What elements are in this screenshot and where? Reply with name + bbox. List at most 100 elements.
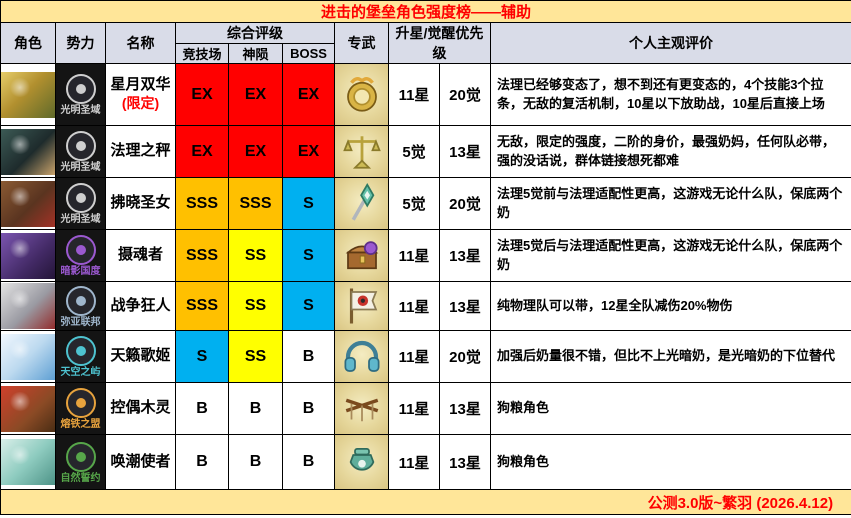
- faction-cell: 熔铁之盟: [55, 382, 106, 435]
- faction-cell: 自然誓约: [55, 434, 106, 490]
- evaluation-text: 纯物理队可以带，12星全队减伤20%物伤: [489, 281, 851, 331]
- character-portrait: [1, 283, 55, 329]
- faction-cell: 暗影国度: [55, 229, 106, 282]
- character-row: 熔铁之盟 控偶木灵 B B B 11星 13星 狗粮角色: [0, 382, 851, 435]
- evaluation-text: 无敌，限定的强度，二阶的身价，最强奶妈，任何队必带，强的没话说，群体链接想死都难: [489, 125, 851, 178]
- col-header-weapon: 专武: [334, 22, 389, 64]
- boss-tier: EX: [282, 125, 335, 178]
- arena-tier: EX: [175, 63, 229, 126]
- character-name: 摄魂者: [105, 229, 176, 282]
- header-row-sub: 竞技场 神陨 BOSS: [1, 43, 851, 64]
- faction-emblem-icon: [65, 183, 96, 213]
- awaken-priority: 20觉: [439, 177, 491, 230]
- faction-label: 暗影国度: [60, 266, 101, 277]
- puppet-controller-icon: [345, 398, 378, 421]
- boss-tier: B: [282, 330, 335, 383]
- tide-vessel-icon: [349, 448, 374, 471]
- faction-label: 弥亚联邦: [60, 316, 101, 328]
- awaken-priority: 13星: [439, 125, 491, 178]
- arena-tier: SSS: [175, 281, 229, 331]
- faction-label: 光明圣域: [60, 214, 101, 225]
- character-name: 战争狂人: [105, 281, 176, 331]
- star-priority: 5觉: [388, 177, 440, 230]
- faction-label: 天空之屿: [60, 367, 101, 378]
- character-portrait: [1, 232, 55, 279]
- awaken-priority: 13星: [439, 434, 491, 490]
- faction-label: 熔铁之盟: [60, 419, 101, 430]
- title-row: 进击的堡垒角色强度榜——辅助: [0, 0, 851, 23]
- faction-emblem-icon: [65, 388, 96, 418]
- shenyun-tier: EX: [228, 63, 283, 126]
- character-portrait: [1, 385, 55, 432]
- character-row: 光明圣域 法理之秤 EX EX EX 5觉 13星 无敌，限定的强度，二阶的身价…: [0, 125, 851, 178]
- faction-emblem-icon: [65, 74, 96, 104]
- character-name: 天籁歌姬: [105, 330, 176, 383]
- gold-orb-artifact-icon: [346, 76, 377, 112]
- faction-emblem-icon: [65, 336, 96, 366]
- version-note: 公测3.0版~繁羽 (2026.4.12): [0, 489, 851, 515]
- evaluation-text: 狗粮角色: [489, 434, 851, 490]
- evaluation-text: 法理5觉前与法理适配性更高，这游戏无论什么队，保底两个奶: [489, 177, 851, 230]
- star-priority: 11星: [388, 382, 440, 435]
- character-name: 唤潮使者: [105, 434, 176, 490]
- character-portrait: [1, 128, 55, 175]
- faction-label: 光明圣域: [60, 105, 101, 116]
- col-header-shenyun: 神陨: [228, 43, 283, 64]
- character-name: 法理之秤: [105, 125, 176, 178]
- awaken-priority: 20觉: [439, 63, 491, 126]
- character-row: 光明圣域 星月双华 (限定) EX EX EX 11星 20觉 法理已经够变态了…: [0, 63, 851, 126]
- faction-emblem-icon: [65, 441, 96, 472]
- page-title: 进击的堡垒角色强度榜——辅助: [0, 0, 851, 23]
- col-header-arena: 竞技场: [175, 43, 229, 64]
- limited-note: (限定): [121, 94, 160, 111]
- arena-tier: SSS: [175, 177, 229, 230]
- arena-tier: S: [175, 330, 229, 383]
- faction-emblem-icon: [65, 131, 96, 161]
- boss-tier: B: [282, 382, 335, 435]
- shenyun-tier: B: [228, 382, 283, 435]
- shenyun-tier: SS: [228, 281, 283, 331]
- character-name: 控偶木灵: [105, 382, 176, 435]
- col-header-faction: 势力: [55, 22, 106, 64]
- character-row: 暗影国度 摄魂者 SSS SS S 11星 13星 法理5觉后与法理适配性更高，…: [0, 229, 851, 282]
- evaluation-text: 法理5觉后与法理适配性更高，这游戏无论什么队，保底两个奶: [489, 229, 851, 282]
- character-row: 弥亚联邦 战争狂人 SSS SS S 11星 13星 纯物理队可以带，12星全队…: [0, 281, 851, 331]
- faction-cell: 弥亚联邦: [55, 281, 106, 331]
- war-flag-icon: [349, 288, 377, 324]
- boss-tier: S: [282, 229, 335, 282]
- shenyun-tier: SS: [228, 229, 283, 282]
- character-name: 拂晓圣女: [105, 177, 176, 230]
- boss-tier: S: [282, 177, 335, 230]
- faction-emblem-icon: [65, 285, 96, 316]
- shenyun-tier: SS: [228, 330, 283, 383]
- holy-staff-icon: [351, 182, 374, 221]
- character-portrait: [1, 71, 55, 118]
- arena-tier: EX: [175, 125, 229, 178]
- faction-cell: 光明圣域: [55, 125, 106, 178]
- arena-tier: B: [175, 382, 229, 435]
- col-header-boss: BOSS: [282, 43, 335, 64]
- arena-tier: B: [175, 434, 229, 490]
- evaluation-text: 狗粮角色: [489, 382, 851, 435]
- character-row: 自然誓约 唤潮使者 B B B 11星 13星 狗粮角色: [0, 434, 851, 490]
- character-row: 光明圣域 拂晓圣女 SSS SSS S 5觉 20觉 法理5觉前与法理适配性更高…: [0, 177, 851, 230]
- col-header-name: 名称: [105, 22, 176, 64]
- col-header-evaluation: 个人主观评价: [489, 22, 851, 64]
- boss-tier: B: [282, 434, 335, 490]
- col-header-priority: 升星/觉醒优先级: [388, 22, 491, 64]
- awaken-priority: 13星: [439, 382, 491, 435]
- evaluation-text: 加强后奶量很不错，但比不上光暗奶，是光暗奶的下位替代: [489, 330, 851, 383]
- faction-emblem-icon: [65, 235, 96, 265]
- evaluation-text: 法理已经够变态了，想不到还有更变态的，4个技能3个拉条，无敌的复活机制，10星以…: [489, 63, 851, 126]
- shenyun-tier: SSS: [228, 177, 283, 230]
- col-header-overall-rating: 综合评级: [175, 22, 335, 44]
- star-priority: 11星: [388, 434, 440, 490]
- faction-label: 自然誓约: [60, 472, 101, 484]
- shenyun-tier: B: [228, 434, 283, 490]
- headphones-icon: [344, 340, 379, 372]
- shenyun-tier: EX: [228, 125, 283, 178]
- star-priority: 5觉: [388, 125, 440, 178]
- faction-cell: 光明圣域: [55, 177, 106, 230]
- star-priority: 11星: [388, 330, 440, 383]
